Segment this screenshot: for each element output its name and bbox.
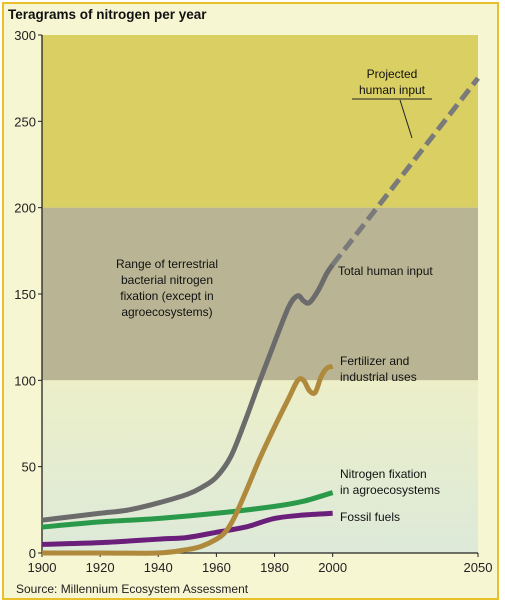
y-tick-label: 300	[14, 28, 36, 43]
label-fossil-fuels: Fossil fuels	[340, 510, 400, 524]
label-fixation: Nitrogen fixation	[340, 467, 427, 481]
series-line-projected-human-input	[330, 76, 480, 267]
y-tick-label: 200	[14, 201, 36, 216]
x-tick-label: 2050	[464, 560, 493, 575]
x-tick-label: 1920	[86, 560, 115, 575]
label-fertilizer: Fertilizer and	[340, 354, 409, 368]
chart-lines	[41, 76, 480, 556]
projected-leader-line	[399, 99, 413, 139]
background-bands	[42, 35, 478, 553]
x-tick-label: 2000	[318, 560, 347, 575]
y-tick-label: 50	[22, 460, 36, 475]
series-line-fossil-fuels	[41, 510, 333, 547]
chart-title: Teragrams of nitrogen per year	[8, 7, 207, 22]
label-projected: Projected	[367, 67, 418, 81]
label-fertilizer: industrial uses	[340, 370, 417, 384]
series-line-total-human-input	[41, 263, 335, 523]
range-label-line: bacterial nitrogen	[121, 273, 213, 287]
source-note: Source: Millennium Ecosystem Assessment	[16, 582, 249, 596]
series-line-fertilizer-and-industrial-uses	[42, 364, 334, 556]
band-0	[42, 35, 478, 208]
range-label-line: Range of terrestrial	[116, 257, 218, 271]
y-tick-label: 150	[14, 287, 36, 302]
label-fixation: in agroecosystems	[340, 483, 440, 497]
x-tick-label: 1900	[28, 560, 57, 575]
series-line-nitrogen-fixation-in-agroecosystems	[41, 490, 334, 530]
x-tick-label: 1960	[202, 560, 231, 575]
label-projected: human input	[359, 83, 426, 97]
chart-labels: Range of terrestrial bacterial nitrogen fi…	[116, 67, 440, 524]
range-label-line: fixation (except in	[120, 289, 213, 303]
label-total-human-input: Total human input	[338, 264, 433, 278]
x-tick-label: 1940	[144, 560, 173, 575]
y-tick-label: 250	[14, 114, 36, 129]
y-tick-label: 0	[29, 546, 36, 561]
y-tick-label: 100	[14, 373, 36, 388]
range-label-line: agroecosystems)	[121, 305, 212, 319]
x-tick-label: 1980	[260, 560, 289, 575]
band-1	[42, 207, 478, 381]
